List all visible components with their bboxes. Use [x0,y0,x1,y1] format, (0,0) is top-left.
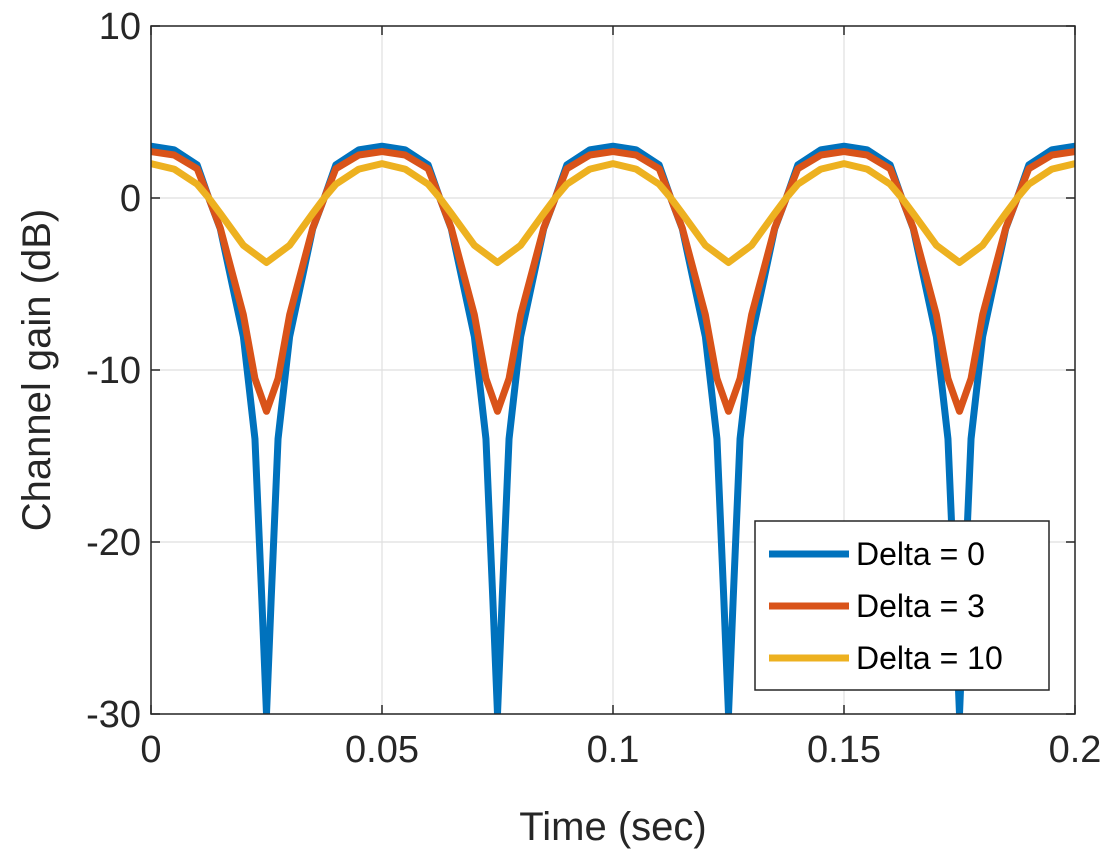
series-line-1 [151,142,1075,714]
x-tick-label: 0.1 [587,729,640,771]
x-tick-labels: 0 0.05 0.1 0.15 0.2 [140,729,1101,771]
legend-label-1: Delta = 0 [856,536,985,572]
y-tick-labels: -30 -20 -10 0 10 [86,6,141,736]
legend-label-3: Delta = 10 [856,640,1003,676]
y-tick-label: 10 [99,6,141,48]
y-tick-label: -30 [86,694,141,736]
series-layer [151,142,1075,714]
y-tick-label: -10 [86,350,141,392]
y-tick-label: -20 [86,522,141,564]
series-line-2 [151,148,1075,415]
x-tick-label: 0 [140,729,161,771]
legend-label-2: Delta = 3 [856,588,985,624]
x-tick-label: 0.15 [807,729,881,771]
legend: Delta = 0 Delta = 3 Delta = 10 [754,520,1050,691]
x-axis-label: Time (sec) [519,805,706,849]
ticks [150,25,1076,715]
series-line-3 [151,160,1075,266]
x-tick-label: 0.05 [345,729,419,771]
y-axis-label: Channel gain (dB) [15,209,59,531]
y-tick-label: 0 [120,178,141,220]
x-tick-label: 0.2 [1049,729,1102,771]
